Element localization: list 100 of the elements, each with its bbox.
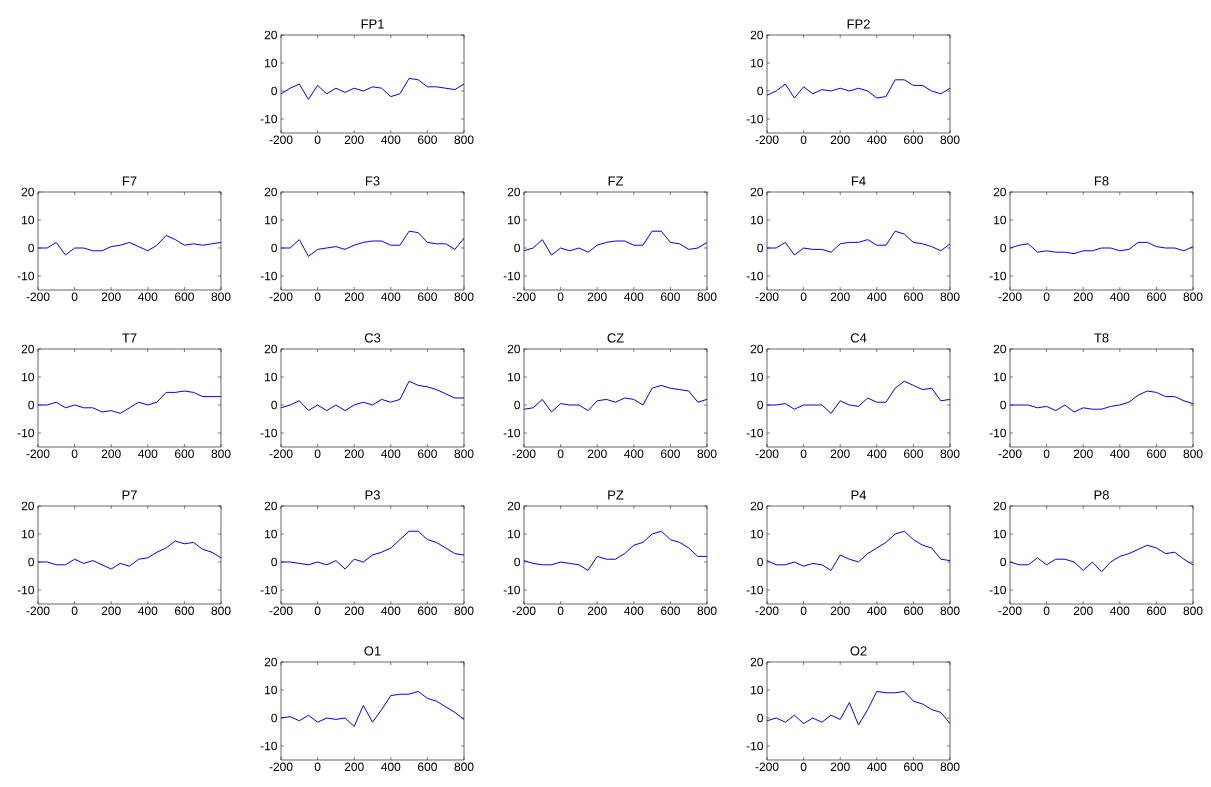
x-tick-label: 600 — [418, 762, 437, 772]
y-tick-label: -10 — [503, 428, 521, 438]
x-tick-label: 800 — [940, 135, 960, 145]
line-series — [766, 79, 951, 99]
x-tick-label: 600 — [661, 449, 680, 459]
x-tick-label: 200 — [830, 606, 850, 616]
y-tick-label: -10 — [260, 114, 278, 124]
y-tick-label: 20 — [507, 501, 521, 511]
x-tick-label: -200 — [512, 449, 536, 459]
y-tick-label: -10 — [17, 271, 35, 281]
y-tick-label: 10 — [265, 58, 278, 68]
x-tick-label: 200 — [1073, 606, 1093, 616]
line-series — [280, 530, 465, 570]
chart-title: FZ — [608, 176, 624, 186]
x-tick-label: -200 — [269, 449, 293, 459]
y-tick-label: -10 — [746, 741, 764, 751]
y-tick-label: 10 — [265, 372, 278, 382]
line-series — [523, 230, 708, 256]
x-tick-label: -200 — [269, 135, 293, 145]
x-tick-label: 400 — [624, 292, 644, 302]
x-tick-label: 200 — [101, 292, 121, 302]
line-series — [1009, 241, 1194, 255]
y-tick-label: 10 — [22, 529, 35, 539]
x-tick-label: 0 — [314, 292, 321, 302]
y-tick-label: -10 — [260, 271, 278, 281]
y-tick-label: 20 — [750, 344, 764, 354]
y-tick-label: -10 — [746, 428, 764, 438]
y-tick-label: -10 — [746, 585, 764, 595]
x-tick-label: 400 — [867, 606, 887, 616]
x-tick-label: -200 — [755, 135, 779, 145]
x-tick-label: 400 — [867, 449, 887, 459]
x-tick-label: 400 — [138, 292, 158, 302]
x-tick-label: 600 — [418, 606, 437, 616]
line-series — [280, 380, 465, 412]
y-tick-label: -10 — [503, 271, 521, 281]
x-tick-label: 200 — [1073, 449, 1093, 459]
x-tick-label: 0 — [71, 449, 78, 459]
y-tick-label: 0 — [757, 400, 764, 410]
x-tick-label: 600 — [175, 292, 194, 302]
x-tick-label: 200 — [344, 135, 364, 145]
y-tick-label: 10 — [994, 372, 1007, 382]
y-tick-label: 20 — [264, 657, 278, 667]
x-tick-label: -200 — [755, 292, 779, 302]
line-series — [766, 530, 951, 571]
y-tick-label: 0 — [514, 557, 521, 567]
x-tick-label: 400 — [381, 135, 401, 145]
x-tick-label: 800 — [1183, 449, 1203, 459]
x-tick-label: -200 — [998, 449, 1022, 459]
y-tick-label: -10 — [503, 585, 521, 595]
chart-title: P8 — [1094, 490, 1109, 500]
x-tick-label: 600 — [904, 292, 923, 302]
line-series — [766, 230, 951, 256]
x-tick-label: 800 — [211, 449, 231, 459]
x-tick-label: 400 — [867, 762, 887, 772]
y-tick-label: -10 — [989, 271, 1007, 281]
y-tick-label: 0 — [28, 243, 35, 253]
x-tick-label: 600 — [661, 606, 680, 616]
chart-title: F7 — [122, 176, 137, 186]
line-series — [523, 384, 708, 413]
x-tick-label: 800 — [940, 762, 960, 772]
y-tick-label: 20 — [993, 501, 1007, 511]
y-tick-label: 20 — [264, 344, 278, 354]
y-tick-label: 20 — [507, 344, 521, 354]
y-tick-label: -10 — [746, 114, 764, 124]
y-tick-label: 0 — [757, 243, 764, 253]
y-tick-label: 0 — [514, 400, 521, 410]
x-tick-label: 400 — [624, 449, 644, 459]
line-series — [37, 234, 222, 256]
x-tick-label: -200 — [512, 606, 536, 616]
y-tick-label: 10 — [751, 529, 764, 539]
x-tick-label: 400 — [138, 449, 158, 459]
y-tick-label: 0 — [271, 400, 278, 410]
y-tick-label: 0 — [28, 400, 35, 410]
x-tick-label: 0 — [800, 762, 807, 772]
y-tick-label: 10 — [265, 215, 278, 225]
x-tick-label: 600 — [418, 292, 437, 302]
y-tick-label: 0 — [271, 557, 278, 567]
chart-title: T7 — [122, 333, 137, 343]
chart-title: FP1 — [361, 19, 384, 29]
chart-title: P7 — [122, 490, 137, 500]
x-tick-label: 800 — [454, 449, 474, 459]
x-tick-label: 600 — [661, 292, 680, 302]
y-tick-label: 20 — [264, 30, 278, 40]
x-tick-label: 0 — [1043, 292, 1050, 302]
y-tick-label: -10 — [746, 271, 764, 281]
x-tick-label: 800 — [454, 606, 474, 616]
chart-title: CZ — [607, 333, 624, 343]
x-tick-label: 800 — [454, 762, 474, 772]
y-tick-label: 0 — [1000, 557, 1007, 567]
y-tick-label: 0 — [1000, 400, 1007, 410]
x-tick-label: 400 — [867, 292, 887, 302]
x-tick-label: 800 — [940, 606, 960, 616]
x-tick-label: 800 — [211, 292, 231, 302]
chart-title: FP2 — [847, 19, 870, 29]
y-tick-label: -10 — [989, 428, 1007, 438]
x-tick-label: 800 — [1183, 292, 1203, 302]
x-tick-label: -200 — [269, 606, 293, 616]
y-tick-label: -10 — [260, 585, 278, 595]
x-tick-label: 400 — [1110, 606, 1130, 616]
chart-title: T8 — [1094, 333, 1109, 343]
